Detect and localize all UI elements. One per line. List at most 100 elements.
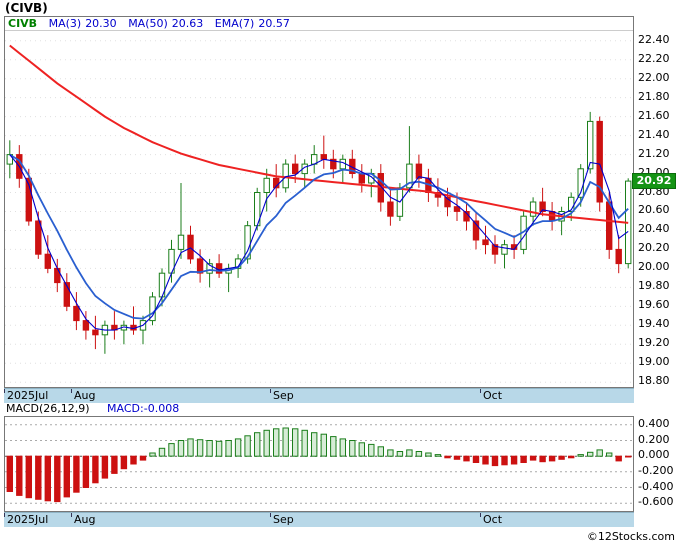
- macd-bar: [548, 455, 556, 462]
- candlestick: [415, 163, 423, 179]
- candlestick: [206, 263, 213, 274]
- price-y-tick-label: 21.40: [638, 128, 670, 141]
- macd-bar: [358, 442, 366, 457]
- macd-bar: [282, 427, 289, 457]
- legend-ma50-value: 20.63: [171, 17, 204, 30]
- ma50-line: [9, 44, 629, 224]
- macd-bar: [82, 455, 90, 488]
- price-y-tick-label: 21.60: [638, 109, 670, 122]
- macd-bar: [520, 455, 527, 464]
- macd-bar: [35, 455, 42, 500]
- candlestick: [539, 201, 546, 212]
- candlestick: [387, 201, 394, 217]
- candlestick: [529, 201, 537, 217]
- x-axis-month-label: Oct: [483, 513, 503, 526]
- price-y-tick-label: 20.20: [638, 241, 670, 254]
- macd-bar: [577, 454, 584, 457]
- macd-bar: [472, 455, 480, 464]
- macd-bar: [406, 449, 413, 457]
- macd-bar: [606, 452, 613, 457]
- candlestick: [339, 158, 347, 170]
- macd-y-tick-label: -0.200: [638, 464, 674, 477]
- candlestick: [453, 206, 461, 212]
- macd-bar: [387, 449, 394, 457]
- macd-bar: [320, 433, 328, 457]
- price-y-tick-label: 19.00: [638, 355, 670, 368]
- macd-bar: [311, 432, 318, 457]
- price-y-tick-label: 20.00: [638, 260, 670, 273]
- x-axis-month-label: 2025Jul: [7, 513, 49, 526]
- price-chart: CIVB MA(3) 20.30 MA(50) 20.63 EMA(7) 20.57: [4, 16, 634, 388]
- candlestick: [82, 320, 90, 331]
- candlestick: [92, 329, 99, 336]
- macd-bar: [396, 451, 404, 457]
- macd-bar: [73, 455, 80, 493]
- macd-y-tick-label: 0.200: [638, 433, 670, 446]
- macd-chart: [4, 416, 634, 512]
- price-y-tick-label: 19.20: [638, 336, 670, 349]
- price-y-tick-label: 21.80: [638, 90, 670, 103]
- copyright: ©12Stocks.com: [586, 530, 675, 543]
- candlestick: [63, 282, 70, 307]
- price-y-tick-label: 22.20: [638, 52, 670, 65]
- x-axis-month-label: Sep: [273, 513, 294, 526]
- macd-bar: [339, 438, 347, 457]
- candlestick: [606, 201, 613, 250]
- macd-bar: [444, 455, 451, 459]
- macd-bar: [453, 455, 461, 460]
- macd-bar: [44, 455, 51, 502]
- macd-bar: [254, 432, 261, 457]
- price-y-tick-label: 19.60: [638, 298, 670, 311]
- macd-bar: [463, 455, 470, 462]
- macd-bar: [63, 455, 70, 498]
- macd-bar: [16, 455, 23, 496]
- macd-bar: [539, 455, 546, 463]
- macd-bar: [510, 455, 518, 465]
- macd-label: MACD(26,12,9): [6, 402, 90, 415]
- price-y-tick-label: 19.40: [638, 317, 670, 330]
- month-tick: [270, 389, 271, 393]
- candlestick: [44, 253, 51, 269]
- month-tick: [270, 513, 271, 517]
- x-axis-month-label: Aug: [74, 389, 96, 402]
- legend-ma3-value: 20.30: [85, 17, 117, 30]
- price-y-tick-label: 21.20: [638, 147, 670, 160]
- candlestick: [330, 158, 337, 170]
- macd-bar: [244, 435, 251, 457]
- price-y-tick-label: 20.40: [638, 222, 670, 235]
- month-tick: [71, 513, 72, 517]
- macd-bar: [368, 443, 375, 457]
- macd-bar: [263, 429, 270, 457]
- price-y-tick-label: 22.40: [638, 33, 670, 46]
- candlestick: [292, 163, 299, 175]
- month-tick: [480, 389, 481, 393]
- macd-bar: [529, 455, 537, 461]
- legend-ma3-label: MA(3): [48, 17, 82, 30]
- macd-bar: [168, 443, 175, 457]
- macd-bar: [587, 451, 594, 457]
- candlestick: [244, 225, 251, 260]
- legend-ema7-value: 20.57: [258, 17, 290, 30]
- macd-bar: [92, 455, 99, 484]
- macd-y-tick-label: -0.600: [638, 495, 674, 508]
- candlestick: [406, 163, 413, 189]
- x-axis-month-label: Aug: [74, 513, 96, 526]
- macd-bar: [625, 455, 632, 458]
- month-tick: [4, 513, 5, 517]
- macd-bar: [234, 438, 242, 457]
- macd-bar: [111, 455, 118, 474]
- candlestick: [73, 305, 80, 322]
- macd-bar: [292, 428, 299, 457]
- macd-bar: [187, 438, 194, 457]
- month-tick: [4, 389, 5, 393]
- macd-bar: [225, 440, 232, 457]
- x-axis-month-label: 2025Jul: [7, 389, 49, 402]
- price-y-tick-label: 20.60: [638, 203, 670, 216]
- macd-bar: [377, 446, 385, 457]
- macd-svg: [5, 424, 633, 504]
- macd-y-tick-label: -0.400: [638, 480, 674, 493]
- candlestick: [263, 177, 270, 194]
- candlestick: [596, 120, 603, 203]
- macd-bar: [196, 439, 204, 457]
